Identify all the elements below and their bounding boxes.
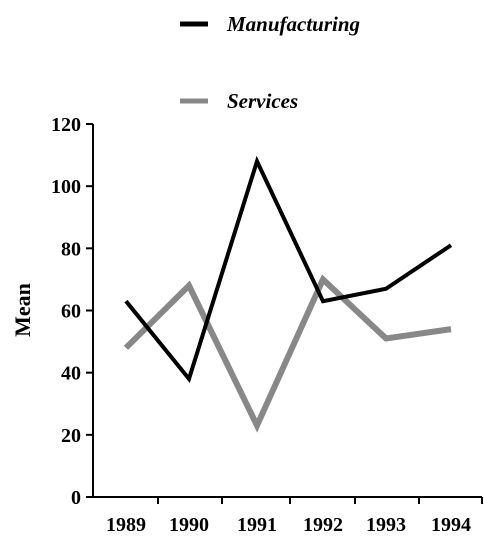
x-tick-label: 1992	[303, 514, 343, 536]
legend: Manufacturing Services	[180, 12, 360, 113]
series-line-services	[123, 274, 452, 433]
axes: 0 20 40 60 80 100 120 1989 1990 1991 1992 1993 1994…	[10, 114, 483, 536]
y-tick-label: 40	[61, 363, 81, 385]
y-tick-label: 20	[61, 425, 81, 447]
legend-label-services: Services	[227, 89, 298, 113]
x-tick-label: 1994	[431, 514, 471, 536]
y-tick-label: 100	[51, 176, 81, 198]
y-tick-label: 0	[71, 487, 81, 509]
x-ticks: 1989 1990 1991 1992 1993 1994	[106, 497, 483, 536]
x-tick-label: 1993	[366, 514, 406, 536]
y-tick-label: 60	[61, 301, 81, 323]
x-tick-label: 1989	[106, 514, 146, 536]
y-tick-label: 80	[61, 238, 81, 260]
y-tick-label: 120	[51, 114, 81, 136]
y-axis-title: Mean	[10, 283, 35, 337]
y-ticks: 0 20 40 60 80 100 120	[51, 114, 93, 509]
series-layer	[123, 155, 453, 433]
legend-label-manufacturing: Manufacturing	[226, 12, 360, 36]
series-line-manufacturing	[124, 155, 453, 384]
x-tick-label: 1991	[237, 514, 277, 536]
x-tick-label: 1990	[169, 514, 209, 536]
